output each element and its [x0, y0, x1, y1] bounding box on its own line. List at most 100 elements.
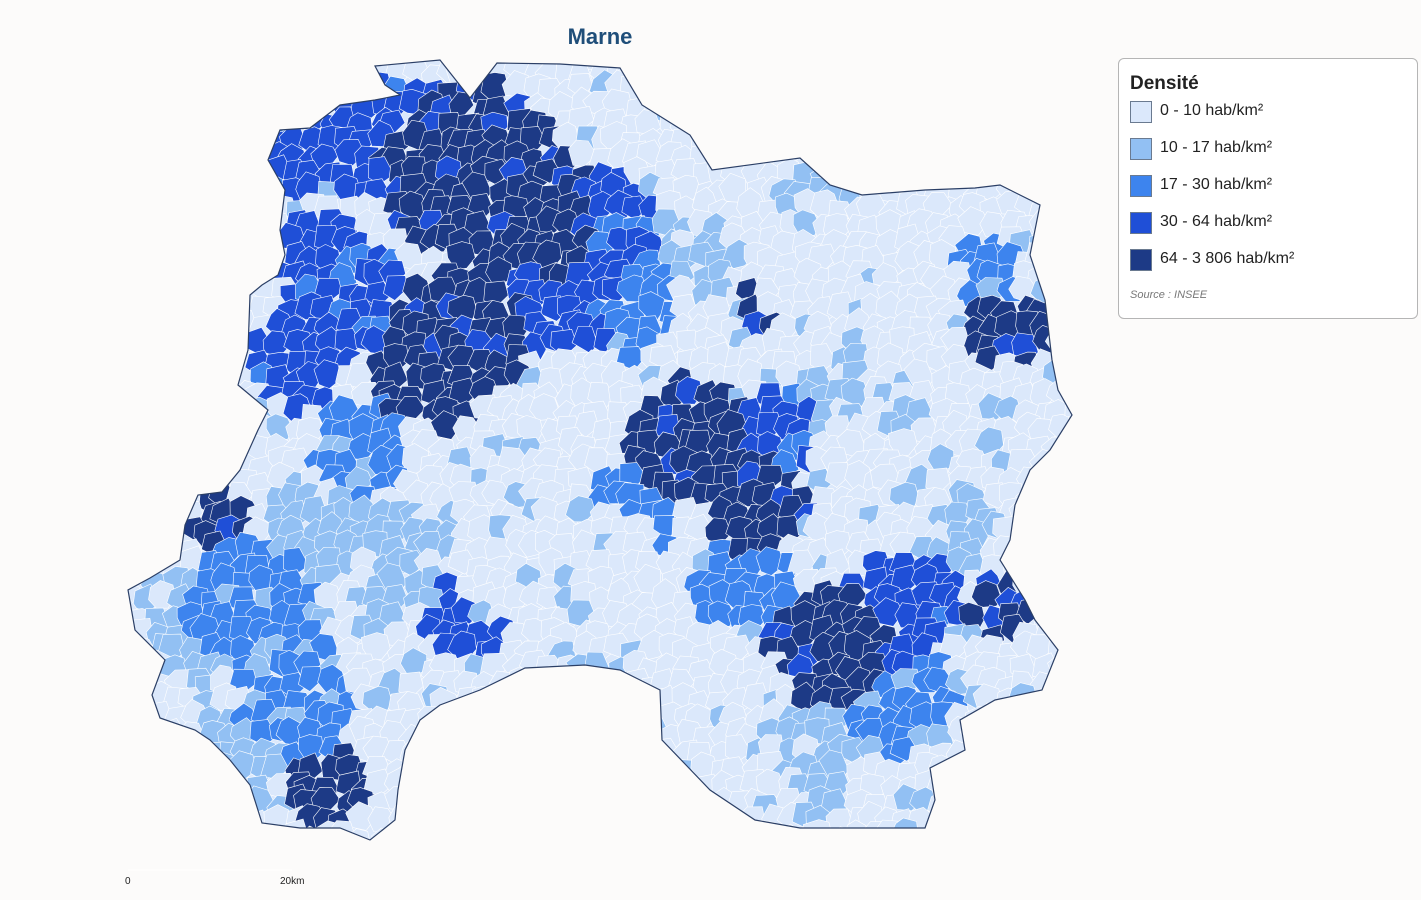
- commune-area[interactable]: [176, 244, 206, 272]
- commune-area[interactable]: [555, 767, 583, 795]
- commune-area[interactable]: [723, 821, 752, 850]
- commune-area[interactable]: [1041, 486, 1069, 514]
- commune-area[interactable]: [635, 707, 664, 736]
- commune-area[interactable]: [179, 177, 205, 206]
- commune-area[interactable]: [591, 739, 618, 765]
- commune-area[interactable]: [109, 755, 136, 785]
- commune-area[interactable]: [258, 92, 289, 122]
- commune-area[interactable]: [178, 197, 206, 222]
- commune-area[interactable]: [165, 59, 192, 86]
- commune-area[interactable]: [1024, 536, 1053, 566]
- commune-area[interactable]: [977, 36, 1007, 66]
- commune-area[interactable]: [979, 90, 1006, 120]
- commune-area[interactable]: [451, 828, 478, 856]
- commune-area[interactable]: [719, 37, 751, 67]
- commune-area[interactable]: [890, 105, 919, 135]
- commune-area[interactable]: [1029, 794, 1061, 821]
- commune-area[interactable]: [792, 46, 822, 73]
- commune-area[interactable]: [552, 706, 578, 734]
- commune-area[interactable]: [150, 345, 177, 370]
- commune-area[interactable]: [162, 246, 191, 276]
- commune-area[interactable]: [916, 827, 942, 855]
- commune-area[interactable]: [277, 95, 310, 125]
- commune-area[interactable]: [213, 79, 242, 106]
- commune-area[interactable]: [105, 453, 135, 482]
- commune-area[interactable]: [482, 793, 511, 821]
- commune-area[interactable]: [673, 786, 704, 814]
- commune-area[interactable]: [963, 804, 993, 832]
- commune-area[interactable]: [132, 223, 158, 251]
- commune-area[interactable]: [1028, 89, 1055, 115]
- commune-area[interactable]: [486, 717, 514, 745]
- commune-area[interactable]: [621, 754, 650, 786]
- commune-area[interactable]: [523, 771, 550, 797]
- commune-area[interactable]: [233, 189, 261, 218]
- commune-area[interactable]: [909, 157, 936, 185]
- commune-area[interactable]: [1064, 369, 1089, 397]
- commune-area[interactable]: [976, 716, 1002, 747]
- commune-area[interactable]: [701, 129, 730, 159]
- commune-area[interactable]: [174, 416, 206, 447]
- commune-area[interactable]: [609, 718, 638, 749]
- commune-area[interactable]: [1030, 46, 1058, 72]
- commune-area[interactable]: [856, 44, 885, 69]
- commune-area[interactable]: [1067, 213, 1095, 243]
- commune-area[interactable]: [1061, 275, 1091, 303]
- commune-area[interactable]: [508, 718, 534, 745]
- commune-area[interactable]: [1009, 124, 1040, 152]
- commune-area[interactable]: [966, 743, 991, 771]
- commune-area[interactable]: [197, 758, 227, 785]
- commune-area[interactable]: [148, 771, 179, 800]
- commune-area[interactable]: [227, 258, 258, 286]
- commune-area[interactable]: [1060, 113, 1091, 141]
- commune-area[interactable]: [734, 825, 764, 854]
- commune-area[interactable]: [112, 398, 140, 427]
- commune-area[interactable]: [688, 804, 719, 831]
- commune-area[interactable]: [416, 803, 445, 831]
- commune-area[interactable]: [158, 825, 187, 854]
- commune-area[interactable]: [1024, 485, 1053, 516]
- commune-area[interactable]: [156, 773, 188, 802]
- commune-area[interactable]: [179, 823, 208, 855]
- commune-area[interactable]: [709, 60, 736, 88]
- commune-area[interactable]: [215, 143, 245, 172]
- commune-area[interactable]: [909, 132, 936, 160]
- commune-area[interactable]: [216, 794, 242, 820]
- commune-area[interactable]: [113, 477, 144, 507]
- commune-area[interactable]: [142, 433, 171, 461]
- commune-area[interactable]: [516, 667, 546, 695]
- commune-area[interactable]: [217, 110, 247, 136]
- commune-area[interactable]: [1061, 649, 1088, 679]
- commune-area[interactable]: [141, 516, 167, 547]
- commune-area[interactable]: [127, 143, 153, 172]
- commune-area[interactable]: [157, 79, 184, 107]
- commune-area[interactable]: [751, 820, 782, 849]
- commune-area[interactable]: [979, 760, 1005, 788]
- commune-area[interactable]: [402, 786, 431, 812]
- commune-area[interactable]: [825, 122, 857, 153]
- commune-area[interactable]: [1011, 162, 1038, 188]
- commune-area[interactable]: [770, 78, 799, 107]
- commune-area[interactable]: [112, 495, 140, 525]
- commune-area[interactable]: [669, 59, 695, 88]
- commune-area[interactable]: [471, 41, 502, 67]
- commune-area[interactable]: [813, 44, 842, 71]
- commune-area[interactable]: [198, 155, 227, 185]
- commune-area[interactable]: [401, 809, 429, 835]
- commune-area[interactable]: [197, 276, 224, 305]
- commune-area[interactable]: [826, 106, 854, 136]
- commune-area[interactable]: [642, 76, 672, 102]
- commune-area[interactable]: [330, 47, 359, 76]
- commune-area[interactable]: [469, 774, 501, 803]
- commune-area[interactable]: [1043, 162, 1072, 192]
- commune-area[interactable]: [166, 469, 196, 499]
- commune-area[interactable]: [694, 107, 722, 134]
- commune-area[interactable]: [840, 155, 870, 186]
- commune-area[interactable]: [489, 801, 515, 829]
- commune-area[interactable]: [140, 740, 169, 768]
- commune-area[interactable]: [161, 445, 191, 472]
- commune-area[interactable]: [486, 756, 515, 785]
- commune-area[interactable]: [262, 824, 291, 852]
- commune-area[interactable]: [131, 46, 160, 72]
- commune-area[interactable]: [583, 703, 609, 734]
